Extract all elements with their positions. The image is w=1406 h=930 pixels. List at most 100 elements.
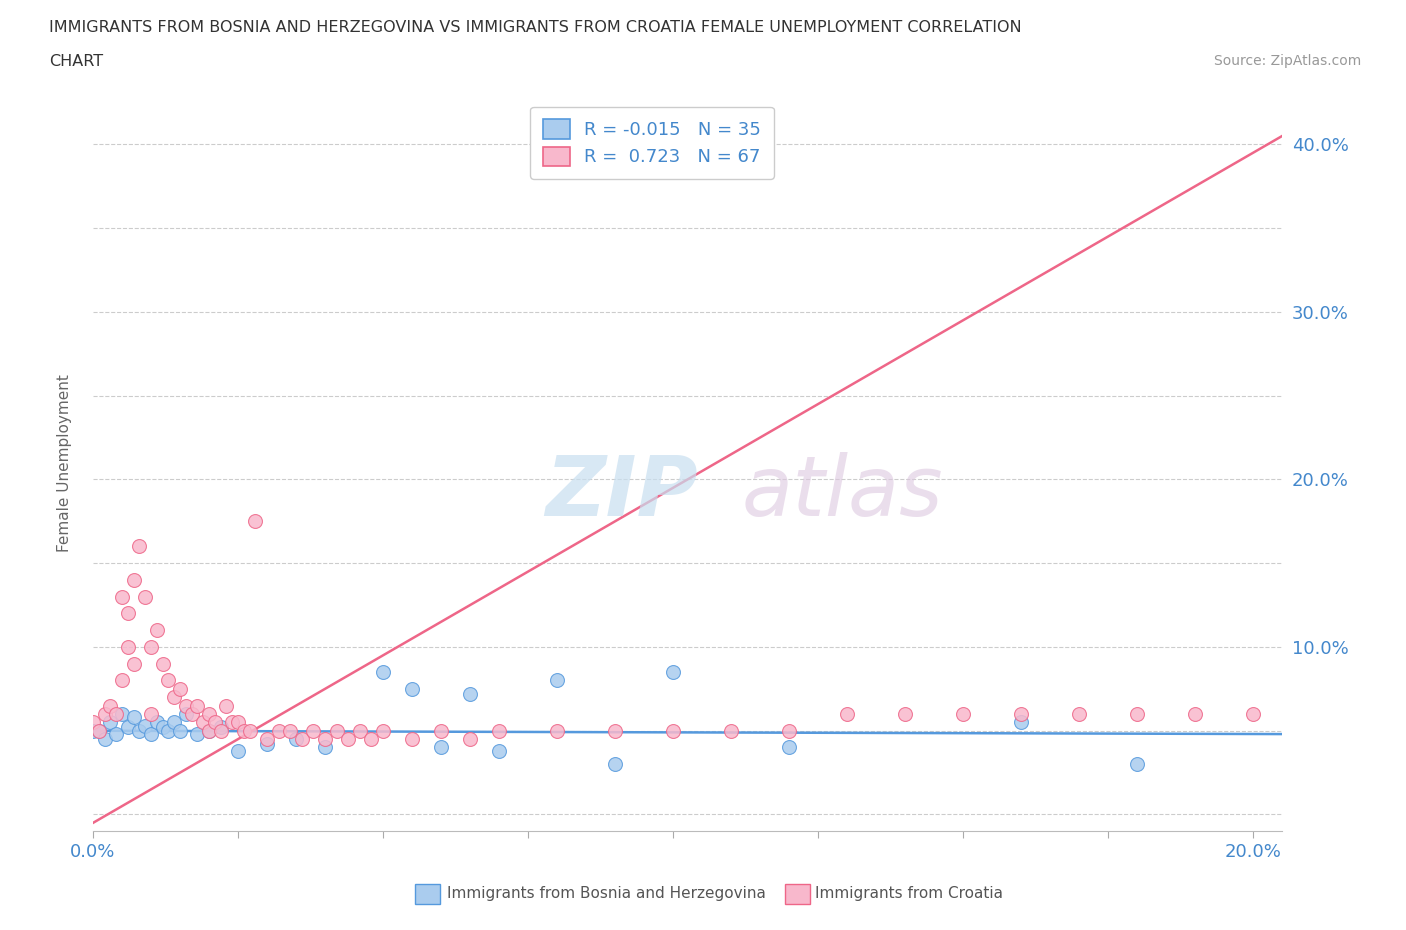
Point — [603, 757, 626, 772]
Point — [174, 707, 197, 722]
Point — [117, 720, 139, 735]
Point — [134, 590, 156, 604]
Point — [1358, 707, 1381, 722]
Text: CHART: CHART — [49, 54, 103, 69]
Text: ZIP: ZIP — [546, 452, 697, 533]
Point — [291, 732, 314, 747]
Point — [239, 724, 262, 738]
Point — [221, 715, 243, 730]
Point — [952, 707, 974, 722]
Point — [1069, 707, 1091, 722]
Point — [401, 732, 423, 747]
Text: IMMIGRANTS FROM BOSNIA AND HERZEGOVINA VS IMMIGRANTS FROM CROATIA FEMALE UNEMPLO: IMMIGRANTS FROM BOSNIA AND HERZEGOVINA V… — [49, 20, 1022, 35]
Point — [546, 673, 568, 688]
Point — [430, 740, 453, 755]
Point — [1126, 757, 1149, 772]
Point — [100, 715, 122, 730]
Point — [894, 707, 917, 722]
Point — [134, 718, 156, 733]
Point — [111, 590, 134, 604]
Point — [139, 726, 162, 741]
Point — [1010, 715, 1032, 730]
Point — [226, 743, 249, 758]
Point — [209, 720, 232, 735]
Point — [778, 724, 800, 738]
Point — [458, 686, 481, 701]
Point — [93, 707, 115, 722]
Point — [267, 724, 290, 738]
Point — [157, 724, 180, 738]
Point — [662, 724, 685, 738]
Point — [1184, 707, 1206, 722]
Point — [163, 690, 186, 705]
Point — [488, 743, 510, 758]
Point — [226, 715, 249, 730]
Point — [111, 707, 134, 722]
Point — [285, 732, 308, 747]
Point — [169, 724, 191, 738]
Point — [139, 640, 162, 655]
Point — [105, 707, 128, 722]
Point — [82, 715, 104, 730]
Point — [163, 715, 186, 730]
Point — [337, 732, 360, 747]
Point — [371, 665, 394, 680]
Point — [458, 732, 481, 747]
Point — [662, 665, 685, 680]
Point — [152, 657, 174, 671]
Point — [122, 573, 145, 588]
Text: Immigrants from Croatia: Immigrants from Croatia — [815, 886, 1004, 901]
Point — [360, 732, 382, 747]
Point — [128, 539, 150, 554]
Point — [720, 724, 742, 738]
Point — [105, 726, 128, 741]
Point — [139, 707, 162, 722]
Point — [186, 698, 208, 713]
Point — [488, 724, 510, 738]
Point — [1126, 707, 1149, 722]
Point — [87, 724, 110, 738]
Point — [314, 740, 336, 755]
Point — [546, 724, 568, 738]
Point — [209, 724, 232, 738]
Point — [778, 740, 800, 755]
Point — [146, 715, 169, 730]
Point — [349, 724, 371, 738]
Point — [371, 724, 394, 738]
Point — [100, 698, 122, 713]
Point — [401, 682, 423, 697]
Point — [430, 724, 453, 738]
Point — [1010, 707, 1032, 722]
Legend: R = -0.015   N = 35, R =  0.723   N = 67: R = -0.015 N = 35, R = 0.723 N = 67 — [530, 107, 773, 179]
Point — [117, 640, 139, 655]
Text: atlas: atlas — [741, 452, 943, 533]
Text: Source: ZipAtlas.com: Source: ZipAtlas.com — [1213, 54, 1361, 68]
Point — [157, 673, 180, 688]
Point — [198, 724, 221, 738]
Point — [82, 724, 104, 738]
Point — [193, 715, 215, 730]
Point — [302, 724, 325, 738]
Point — [278, 724, 301, 738]
Point — [198, 724, 221, 738]
Point — [174, 698, 197, 713]
Point — [325, 724, 347, 738]
Point — [152, 720, 174, 735]
Point — [1241, 707, 1264, 722]
Point — [122, 710, 145, 724]
Point — [93, 732, 115, 747]
Point — [186, 726, 208, 741]
Point — [204, 715, 226, 730]
Y-axis label: Female Unemployment: Female Unemployment — [58, 374, 72, 551]
Point — [180, 707, 202, 722]
Point — [256, 732, 278, 747]
Point — [87, 724, 110, 738]
Point — [256, 737, 278, 751]
Point — [169, 682, 191, 697]
Point — [603, 724, 626, 738]
Point — [128, 724, 150, 738]
Point — [198, 707, 221, 722]
Point — [314, 732, 336, 747]
Point — [232, 724, 254, 738]
Point — [146, 623, 169, 638]
